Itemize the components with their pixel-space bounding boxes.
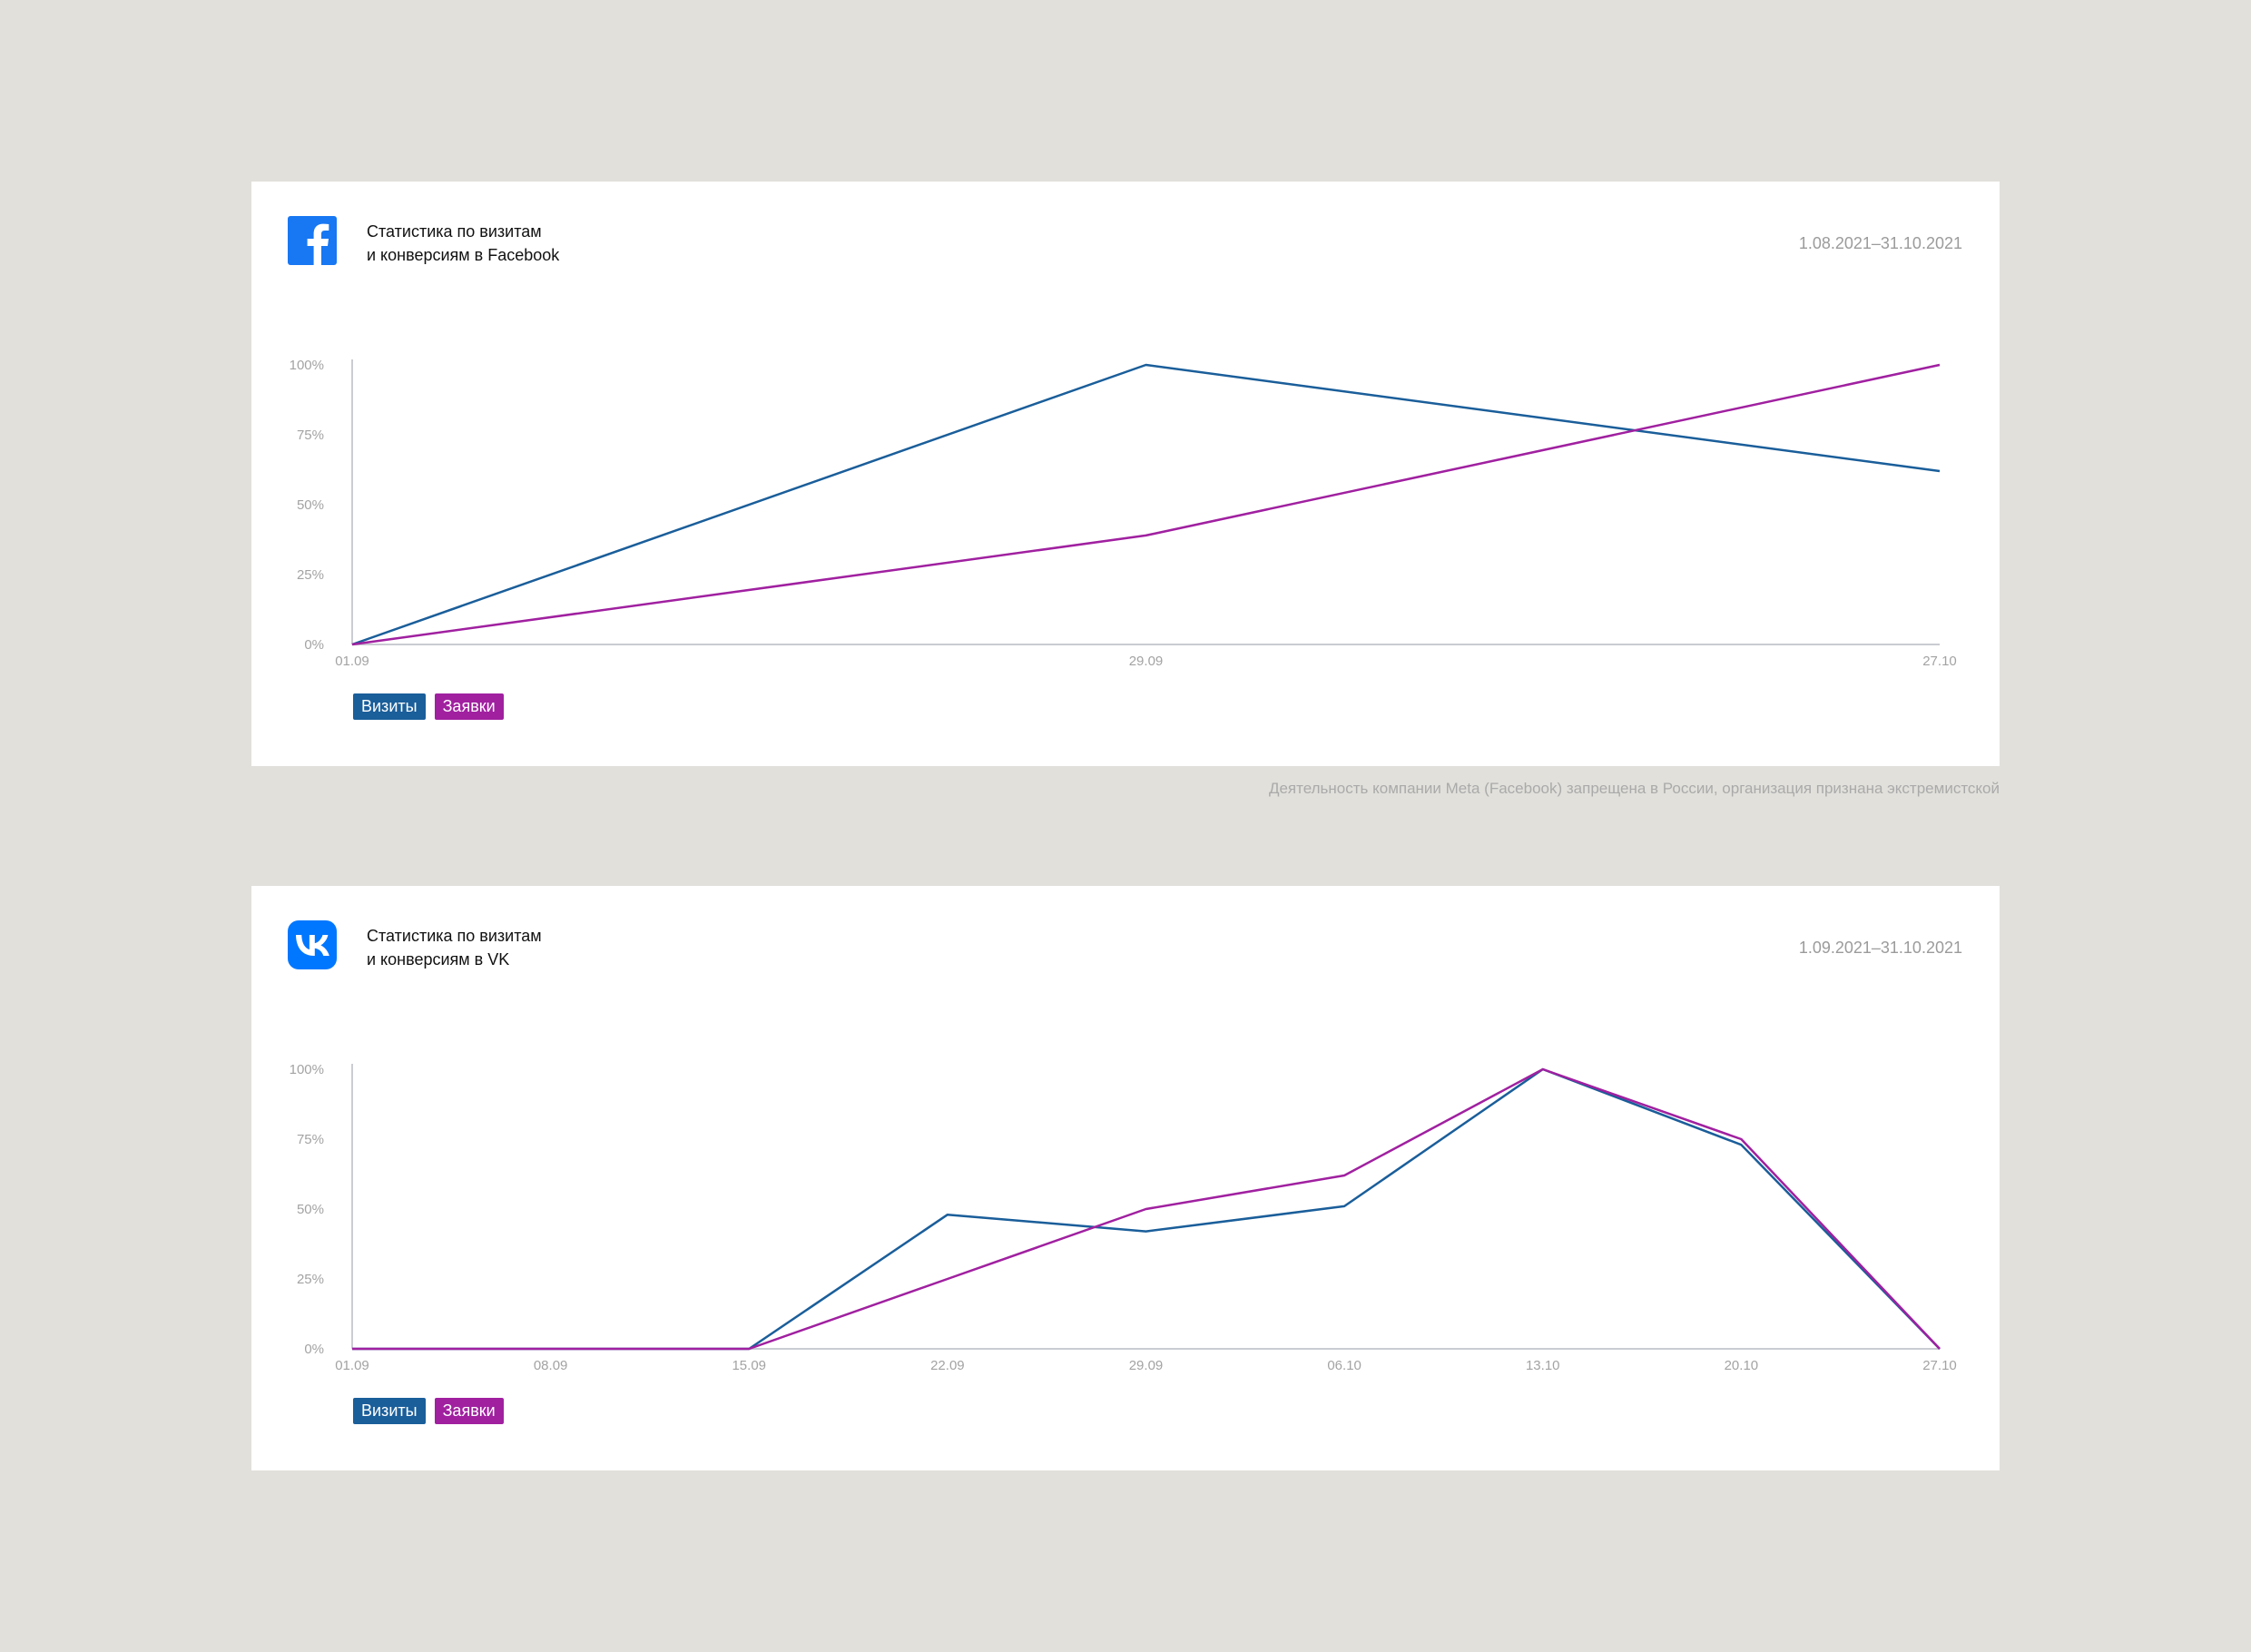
y-tick-label: 100% — [290, 358, 324, 373]
series-line-leads — [351, 363, 1941, 646]
x-tick-label: 15.09 — [732, 1358, 766, 1373]
x-tick-label: 01.09 — [335, 1358, 369, 1373]
line-chart-facebook: 0% 25% 50% 75% 100% 01.09 29.09 27.10 — [290, 358, 1957, 669]
legend-visits[interactable]: Визиты — [353, 693, 426, 720]
legend-leads[interactable]: Заявки — [434, 1398, 504, 1424]
x-tick-label: 27.10 — [1922, 654, 1957, 669]
chart-title: Статистика по визитам и конверсиям в Fac… — [367, 222, 560, 264]
x-tick-label: 06.10 — [1327, 1358, 1361, 1373]
y-tick-label: 50% — [297, 1202, 324, 1217]
x-tick-label: 20.10 — [1725, 1358, 1759, 1373]
legend-leads[interactable]: Заявки — [434, 693, 504, 720]
x-tick-label: 13.10 — [1526, 1358, 1560, 1373]
x-tick-label: 27.10 — [1922, 1358, 1957, 1373]
x-tick-label: 29.09 — [1129, 654, 1164, 669]
legend-visits[interactable]: Визиты — [353, 1398, 426, 1424]
line-chart-vk: 0% 25% 50% 75% 100% 01.09 08.09 15.09 22.09 29.09… — [290, 1062, 1957, 1373]
x-tick-label: 22.09 — [930, 1358, 965, 1373]
y-tick-label: 0% — [304, 637, 324, 653]
y-tick-label: 75% — [297, 428, 324, 443]
y-tick-label: 25% — [297, 1272, 324, 1287]
vk-icon — [288, 920, 337, 969]
y-tick-label: 50% — [297, 497, 324, 513]
date-range: 1.08.2021–31.10.2021 — [1798, 234, 1962, 252]
disclaimer-note: Деятельность компании Meta (Facebook) за… — [1268, 780, 2000, 797]
date-range: 1.09.2021–31.10.2021 — [1798, 939, 1962, 957]
facebook-chart-card: Статистика по визитам и конверсиям в Fac… — [251, 182, 2000, 766]
series-line-leads — [352, 1067, 1941, 1351]
chart-legend: Визиты Заявки — [353, 1398, 504, 1424]
y-tick-label: 25% — [297, 567, 324, 583]
chart-title: Статистика по визитам и конверсиям в VK — [367, 927, 542, 969]
vk-chart-card: Статистика по визитам и конверсиям в VK … — [251, 886, 2000, 1470]
x-tick-label: 08.09 — [534, 1358, 568, 1373]
facebook-icon — [288, 216, 337, 265]
series-line-visits — [351, 363, 1941, 646]
y-tick-label: 75% — [297, 1132, 324, 1147]
x-tick-label: 01.09 — [335, 654, 369, 669]
y-tick-label: 100% — [290, 1062, 324, 1077]
chart-legend: Визиты Заявки — [353, 693, 504, 720]
y-tick-label: 0% — [304, 1342, 324, 1357]
x-tick-label: 29.09 — [1129, 1358, 1164, 1373]
